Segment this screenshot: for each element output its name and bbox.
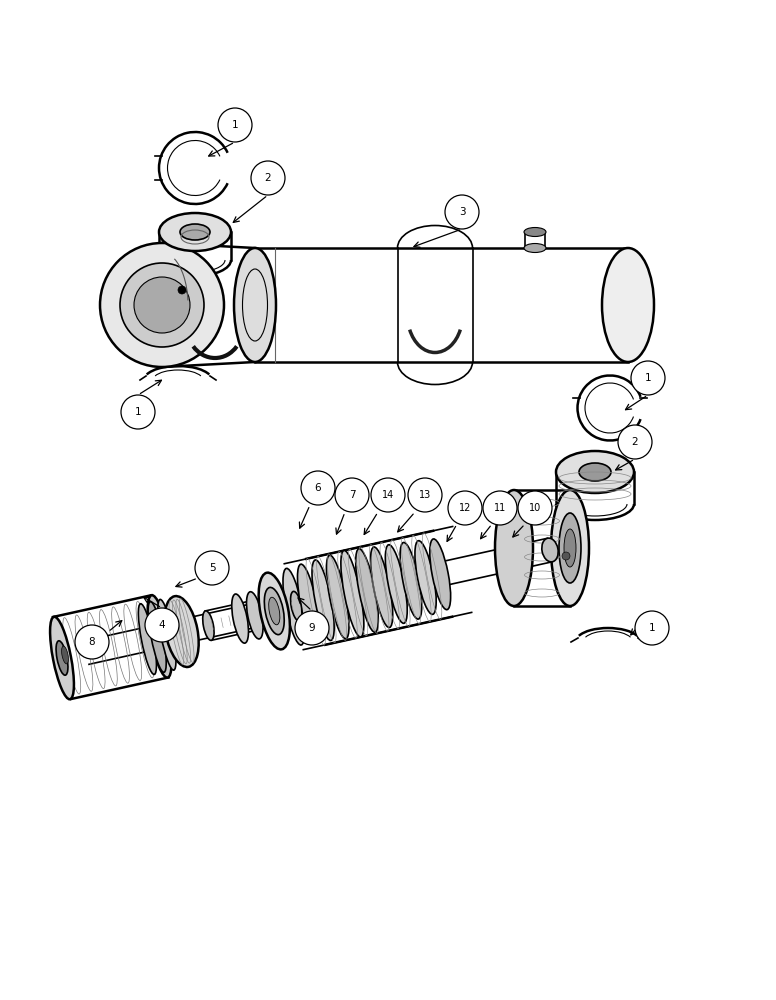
Ellipse shape [564, 529, 576, 567]
Ellipse shape [203, 611, 214, 640]
Ellipse shape [180, 224, 210, 240]
Circle shape [218, 108, 252, 142]
Text: 12: 12 [459, 503, 471, 513]
Text: 1: 1 [645, 373, 651, 383]
Text: 14: 14 [382, 490, 394, 500]
Ellipse shape [495, 490, 533, 606]
Circle shape [178, 286, 186, 294]
Text: 7: 7 [348, 490, 355, 500]
Ellipse shape [265, 587, 284, 635]
Circle shape [134, 277, 190, 333]
Circle shape [335, 478, 369, 512]
Text: 9: 9 [309, 623, 315, 633]
Ellipse shape [232, 594, 248, 643]
Ellipse shape [268, 597, 280, 625]
Circle shape [448, 491, 482, 525]
Ellipse shape [524, 228, 546, 236]
Ellipse shape [61, 646, 68, 664]
Circle shape [408, 478, 442, 512]
Ellipse shape [312, 560, 334, 640]
Ellipse shape [371, 547, 393, 628]
Circle shape [75, 625, 109, 659]
Circle shape [301, 471, 335, 505]
Ellipse shape [602, 248, 654, 362]
Circle shape [631, 361, 665, 395]
Circle shape [145, 608, 179, 642]
Text: 5: 5 [209, 563, 215, 573]
Ellipse shape [247, 592, 263, 639]
Text: 1: 1 [232, 120, 238, 130]
Circle shape [295, 611, 329, 645]
Ellipse shape [556, 451, 634, 493]
Ellipse shape [579, 463, 611, 481]
Ellipse shape [50, 617, 74, 699]
Ellipse shape [158, 599, 176, 670]
Text: 10: 10 [529, 503, 541, 513]
Circle shape [518, 491, 552, 525]
Circle shape [562, 552, 570, 560]
Circle shape [121, 395, 155, 429]
Ellipse shape [159, 213, 231, 251]
Ellipse shape [559, 513, 581, 583]
Ellipse shape [415, 541, 436, 614]
Text: 1: 1 [135, 407, 141, 417]
Ellipse shape [148, 602, 166, 672]
Ellipse shape [234, 248, 276, 362]
Text: 1: 1 [649, 623, 655, 633]
Text: 2: 2 [632, 437, 639, 447]
Text: 3: 3 [459, 207, 466, 217]
Circle shape [483, 491, 517, 525]
Ellipse shape [524, 243, 546, 252]
Ellipse shape [283, 568, 305, 645]
Circle shape [120, 263, 204, 347]
Ellipse shape [56, 641, 68, 675]
Ellipse shape [542, 538, 558, 562]
Ellipse shape [341, 551, 364, 637]
Circle shape [195, 551, 229, 585]
Circle shape [635, 611, 669, 645]
Circle shape [371, 478, 405, 512]
Ellipse shape [400, 542, 421, 619]
Ellipse shape [138, 604, 157, 674]
Ellipse shape [258, 573, 290, 649]
Ellipse shape [297, 564, 320, 643]
Text: 2: 2 [265, 173, 272, 183]
Ellipse shape [430, 539, 451, 610]
Text: 4: 4 [158, 620, 165, 630]
Text: 13: 13 [419, 490, 431, 500]
Text: 8: 8 [88, 637, 95, 647]
Circle shape [100, 243, 224, 367]
Ellipse shape [551, 490, 589, 606]
Ellipse shape [327, 555, 349, 639]
Ellipse shape [147, 595, 171, 678]
Ellipse shape [165, 596, 199, 667]
Ellipse shape [355, 549, 378, 632]
Circle shape [618, 425, 652, 459]
Ellipse shape [386, 545, 407, 623]
Text: 6: 6 [315, 483, 321, 493]
Text: 11: 11 [494, 503, 506, 513]
Ellipse shape [290, 591, 302, 621]
Circle shape [251, 161, 285, 195]
Circle shape [445, 195, 479, 229]
